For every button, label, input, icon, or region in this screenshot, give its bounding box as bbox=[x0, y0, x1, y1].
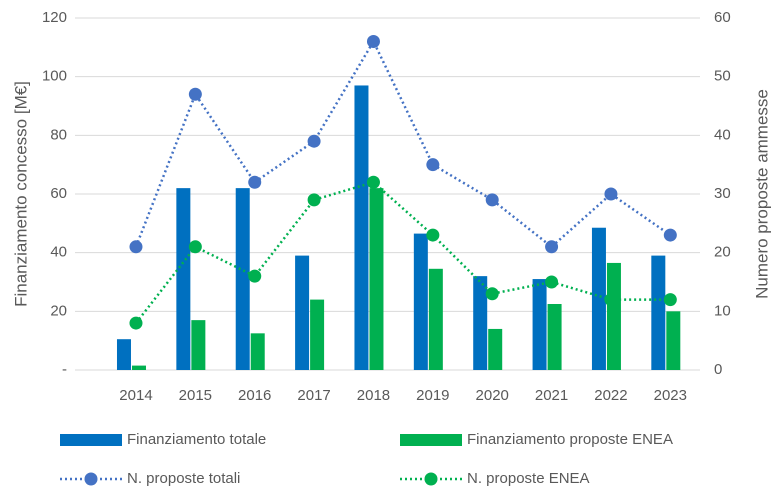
bar bbox=[191, 320, 206, 370]
y-tick-label: 80 bbox=[50, 126, 67, 143]
line-marker bbox=[307, 134, 321, 148]
line-marker bbox=[545, 240, 559, 254]
line-marker bbox=[663, 293, 677, 307]
bar bbox=[473, 276, 488, 370]
y-tick-label: 20 bbox=[50, 302, 67, 319]
y2-tick-label: 20 bbox=[714, 244, 731, 261]
bar bbox=[651, 255, 666, 370]
legend-swatch bbox=[60, 434, 122, 446]
legend-label: N. proposte totali bbox=[127, 470, 240, 487]
line-marker bbox=[248, 269, 262, 283]
x-tick-label: 2023 bbox=[654, 387, 687, 404]
bar bbox=[295, 255, 310, 370]
bar bbox=[354, 85, 369, 370]
line-marker bbox=[604, 293, 618, 307]
line-marker bbox=[188, 240, 202, 254]
x-tick-label: 2016 bbox=[238, 387, 271, 404]
line-marker bbox=[426, 228, 440, 242]
x-tick-label: 2018 bbox=[357, 387, 390, 404]
line-marker bbox=[426, 158, 440, 172]
y2-tick-label: 10 bbox=[714, 302, 731, 319]
y-tick-label: 120 bbox=[42, 9, 67, 26]
y2-tick-label: 40 bbox=[714, 126, 731, 143]
legend-label: Finanziamento totale bbox=[127, 431, 266, 448]
line-marker bbox=[129, 240, 143, 254]
bar bbox=[176, 188, 191, 370]
y-tick-label: 100 bbox=[42, 68, 67, 85]
line-marker bbox=[248, 175, 262, 189]
line-marker bbox=[188, 87, 202, 101]
line-marker bbox=[604, 187, 618, 201]
line-marker bbox=[366, 34, 380, 48]
bar bbox=[666, 311, 681, 370]
legend-marker bbox=[424, 472, 438, 486]
line-marker bbox=[485, 287, 499, 301]
y2-axis-title: Numero proposte ammesse bbox=[752, 89, 771, 299]
bar bbox=[369, 188, 384, 370]
y2-tick-label: 50 bbox=[714, 68, 731, 85]
bar bbox=[428, 268, 443, 370]
legend-swatch bbox=[400, 434, 462, 446]
y2-tick-label: 0 bbox=[714, 361, 722, 378]
bar bbox=[131, 365, 146, 370]
line bbox=[134, 38, 672, 249]
bar bbox=[532, 279, 547, 370]
line-marker bbox=[545, 275, 559, 289]
y-tick-label: 60 bbox=[50, 185, 67, 202]
x-tick-label: 2015 bbox=[179, 387, 212, 404]
line-marker bbox=[307, 193, 321, 207]
bar bbox=[235, 188, 250, 370]
x-tick-label: 2021 bbox=[535, 387, 568, 404]
y-tick-label: 40 bbox=[50, 244, 67, 261]
line-marker bbox=[485, 193, 499, 207]
line-marker bbox=[663, 228, 677, 242]
bar bbox=[116, 339, 131, 370]
legend-label: N. proposte ENEA bbox=[467, 470, 590, 487]
y-tick-label: - bbox=[62, 361, 67, 378]
line bbox=[134, 180, 671, 324]
y2-tick-label: 60 bbox=[714, 9, 731, 26]
bar bbox=[310, 299, 325, 370]
bar bbox=[606, 262, 621, 370]
bar bbox=[250, 333, 265, 370]
legend-marker bbox=[84, 472, 98, 486]
line-marker bbox=[366, 175, 380, 189]
x-tick-label: 2022 bbox=[594, 387, 627, 404]
y-axis-title: Finanziamento concesso [M€] bbox=[11, 81, 30, 307]
line-marker bbox=[129, 316, 143, 330]
y2-tick-label: 30 bbox=[714, 185, 731, 202]
bar bbox=[547, 304, 562, 370]
x-tick-label: 2014 bbox=[119, 387, 152, 404]
x-tick-label: 2017 bbox=[297, 387, 330, 404]
bar bbox=[413, 233, 428, 370]
x-tick-label: 2019 bbox=[416, 387, 449, 404]
bar bbox=[488, 328, 503, 370]
x-tick-label: 2020 bbox=[476, 387, 509, 404]
legend-label: Finanziamento proposte ENEA bbox=[467, 431, 673, 448]
bar bbox=[591, 227, 606, 370]
